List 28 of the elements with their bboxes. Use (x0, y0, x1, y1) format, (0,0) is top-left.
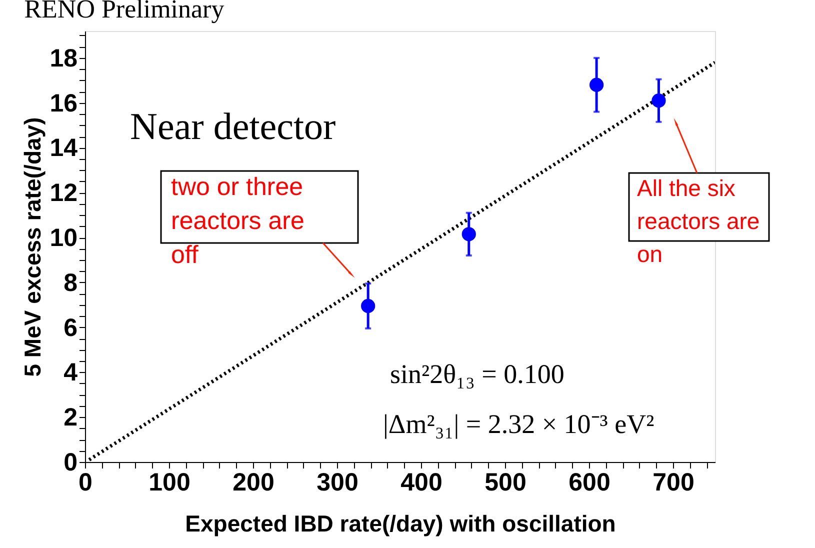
x-tick-label: 300 (316, 468, 358, 496)
y-tick-label: 16 (50, 89, 78, 118)
x-tick-label: 700 (652, 468, 694, 496)
y-tick-label: 10 (50, 224, 78, 252)
annotation: sin²2θ₁₃ = 0.100 (390, 359, 564, 389)
y-tick-label: 0 (64, 448, 78, 476)
point (589, 78, 604, 92)
y-tick-label: 12 (50, 179, 78, 208)
point (361, 298, 376, 314)
annotation: |Δm²₃₁| = 2.32 × 10⁻³ eV² (383, 409, 654, 439)
y-tick-label: 18 (50, 44, 78, 72)
y-tick-label: 4 (64, 358, 78, 387)
y-tick-label: 8 (64, 268, 78, 297)
point (462, 227, 476, 242)
x-tick-label: 600 (568, 468, 610, 496)
x-tick-label: 200 (232, 468, 274, 496)
annotation: All the six reactors are on (637, 175, 760, 267)
x-tick-label: 500 (484, 468, 526, 496)
y-tick-label: 14 (50, 134, 78, 162)
annotation: Near detector (130, 106, 336, 148)
y-tick-label: 2 (64, 404, 78, 432)
y-tick-label: 6 (64, 314, 78, 342)
x-axis-title: Expected IBD rate(/day) with oscillation (185, 510, 616, 536)
annotation: two or three reactors are off (171, 173, 304, 269)
x-tick-label: 100 (148, 468, 190, 496)
x-tick-label: 400 (400, 468, 442, 496)
y-axis-title: 5 MeV excess rate(/day) (20, 117, 46, 377)
point (652, 94, 666, 108)
